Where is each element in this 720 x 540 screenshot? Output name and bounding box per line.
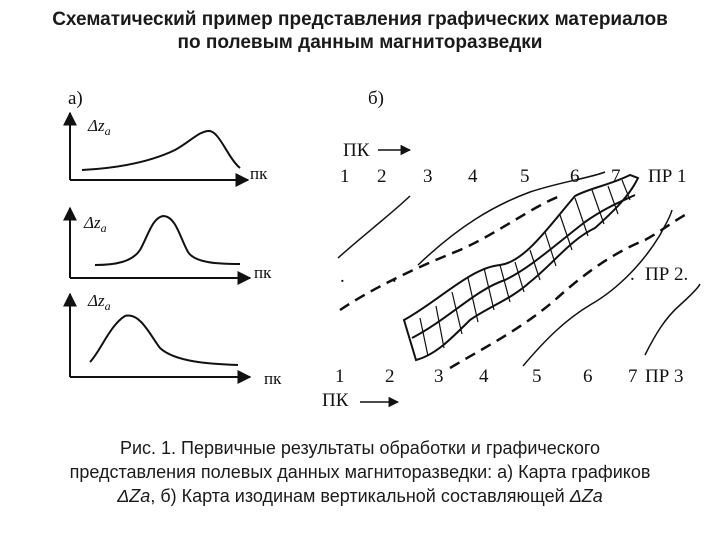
pr2-dot-1: . bbox=[340, 266, 345, 287]
caption-dza-1: ΔZa bbox=[117, 486, 151, 506]
pk-bottom-label: ПК bbox=[322, 390, 349, 411]
graph-3-y-label: Δza bbox=[87, 291, 111, 313]
pr1-station-7: 7 bbox=[611, 166, 621, 187]
pr3-station-2: 2 bbox=[385, 366, 395, 387]
hatching bbox=[419, 179, 631, 357]
graph-3: Δza пк bbox=[63, 291, 282, 388]
pr2-dot-2: . bbox=[392, 266, 397, 287]
pr1-station-4: 4 bbox=[468, 166, 478, 187]
graph-1-x-label: пк bbox=[250, 164, 268, 183]
pr3-name: ПР 3 bbox=[645, 366, 684, 387]
graph-3-x-label: пк bbox=[264, 369, 282, 388]
isodynam-map bbox=[337, 171, 701, 370]
graph-2: Δza пк bbox=[63, 206, 272, 285]
pr1-name: ПР 1 bbox=[648, 166, 687, 187]
isoline-lower-2 bbox=[644, 283, 701, 356]
pr3-station-1: 1 bbox=[335, 366, 345, 387]
graph-2-x-label: пк bbox=[254, 263, 272, 282]
panel-a-label: а) bbox=[68, 88, 83, 109]
pr1-station-6: 6 bbox=[570, 166, 580, 187]
pr3-station-4: 4 bbox=[479, 366, 489, 387]
isoline-upper-1 bbox=[417, 171, 606, 266]
caption-line-1: Рис. 1. Первичные результаты обработки и… bbox=[119, 438, 601, 458]
pr2-dot-3: . bbox=[630, 264, 635, 285]
caption-line-3: ΔZa, б) Карта изодинам вертикальной сост… bbox=[0, 484, 720, 508]
isoline-dashed-upper bbox=[339, 194, 561, 312]
isoline-outer-upper bbox=[337, 195, 411, 259]
figure-caption: Рис. 1. Первичные результаты обработки и… bbox=[0, 436, 720, 508]
pr1-station-3: 3 bbox=[423, 166, 433, 187]
graph-2-y-label: Δza bbox=[83, 213, 107, 235]
pr1-station-5: 5 bbox=[520, 166, 530, 187]
figure-title: Схематический пример представления графи… bbox=[0, 8, 720, 54]
graph-1-curve bbox=[81, 129, 241, 171]
pr1-station-1: 1 bbox=[340, 166, 350, 187]
caption-line-3-text: , б) Карта изодинам вертикальной составл… bbox=[150, 486, 570, 506]
pr3-station-6: 6 bbox=[583, 366, 593, 387]
graph-3-curve bbox=[89, 314, 239, 366]
caption-dza-2: ΔZa bbox=[569, 486, 603, 506]
graph-1: Δza пк bbox=[63, 111, 268, 187]
isoline-lower-1 bbox=[522, 209, 673, 367]
graph-2-curve bbox=[94, 214, 241, 266]
graph-1-y-label: Δza bbox=[87, 116, 111, 138]
pr3-station-7: 7 bbox=[628, 366, 638, 387]
title-line-1: Схематический пример представления графи… bbox=[52, 9, 668, 30]
caption-line-2: представления полевых данных магниторазв… bbox=[69, 462, 651, 482]
anomaly-envelope bbox=[402, 173, 640, 362]
pr2-name: ПР 2. bbox=[645, 264, 688, 285]
title-line-2: по полевым данным магниторазведки bbox=[177, 32, 543, 53]
pr1-station-2: 2 bbox=[377, 166, 387, 187]
pr3-station-5: 5 bbox=[532, 366, 542, 387]
pr3-station-3: 3 bbox=[434, 366, 444, 387]
panel-b-label: б) bbox=[368, 88, 384, 109]
pk-top-label: ПК bbox=[343, 140, 370, 161]
isoline-dashed-lower bbox=[449, 210, 691, 370]
